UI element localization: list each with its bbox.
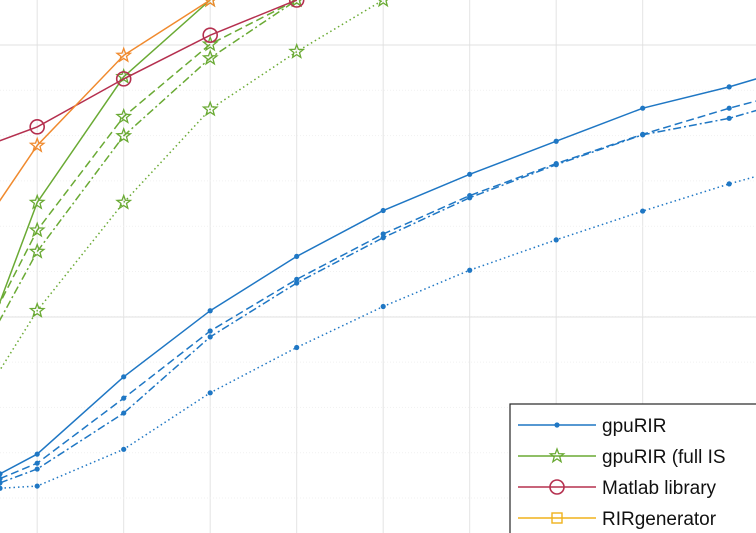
series-0 xyxy=(0,78,756,477)
legend-entry: gpuRIR xyxy=(518,416,666,437)
data-point xyxy=(467,267,473,273)
data-point xyxy=(0,480,3,486)
series-9 xyxy=(0,0,216,202)
data-point xyxy=(553,162,559,168)
data-point xyxy=(380,207,386,214)
data-point xyxy=(288,0,305,8)
data-point xyxy=(115,107,133,124)
data-point xyxy=(467,195,473,201)
data-point xyxy=(0,485,3,491)
data-point xyxy=(115,127,133,144)
data-point xyxy=(288,42,306,59)
series-8 xyxy=(0,0,305,142)
data-point xyxy=(0,476,3,482)
data-point xyxy=(115,46,133,63)
series-2 xyxy=(0,109,756,486)
legend-entries: gpuRIR gpuRIR (full IS Matlab library RIRge… xyxy=(518,416,726,530)
data-point xyxy=(28,221,46,238)
legend: gpuRIR gpuRIR (full IS Matlab library RIRge… xyxy=(509,403,756,533)
data-point xyxy=(380,303,386,310)
data-point xyxy=(201,35,219,52)
data-point xyxy=(201,100,219,117)
data-point xyxy=(28,136,46,153)
data-point xyxy=(726,181,732,187)
series-line xyxy=(0,0,298,322)
series-3 xyxy=(0,175,756,491)
data-point xyxy=(207,308,213,314)
series-line xyxy=(0,0,384,372)
series-line xyxy=(0,0,211,202)
legend-label: gpuRIR xyxy=(602,416,666,437)
series-line xyxy=(0,109,756,484)
data-point xyxy=(115,71,132,87)
data-point xyxy=(205,0,216,8)
legend-entry: Matlab library xyxy=(518,478,717,499)
data-point xyxy=(640,208,646,214)
data-point xyxy=(28,242,46,259)
data-point xyxy=(202,27,218,43)
data-point xyxy=(380,231,386,237)
data-point xyxy=(34,483,40,489)
series-line xyxy=(0,0,298,305)
data-point xyxy=(294,276,300,282)
legend-entry: RIRgenerator xyxy=(518,509,717,530)
legend-label: Matlab library xyxy=(602,478,717,499)
data-point xyxy=(467,171,473,177)
data-point xyxy=(294,253,300,259)
data-point xyxy=(115,193,133,210)
data-point xyxy=(29,119,45,135)
data-point xyxy=(28,193,46,210)
data-point xyxy=(553,138,559,144)
data-point xyxy=(121,410,127,416)
data-point xyxy=(554,422,560,428)
data-point xyxy=(121,446,127,452)
data-point xyxy=(380,235,386,241)
data-point xyxy=(207,390,213,396)
data-point xyxy=(551,512,563,524)
legend-label: gpuRIR (full IS xyxy=(602,447,726,468)
data-point xyxy=(207,328,213,334)
series-line xyxy=(0,0,297,142)
series-layer xyxy=(0,0,756,491)
data-point xyxy=(0,471,3,477)
data-point xyxy=(28,301,46,318)
data-point xyxy=(726,105,732,111)
data-point xyxy=(121,374,127,380)
data-point xyxy=(291,0,302,8)
data-point xyxy=(294,344,300,351)
legend-label: RIRgenerator xyxy=(602,509,717,530)
data-point xyxy=(548,447,566,464)
data-point xyxy=(34,466,40,472)
series-7 xyxy=(0,0,389,372)
data-point xyxy=(640,132,646,138)
series-line xyxy=(0,0,211,305)
data-point xyxy=(726,115,732,121)
data-point xyxy=(121,395,127,401)
data-point xyxy=(549,479,565,495)
data-point xyxy=(378,0,389,8)
data-point xyxy=(553,237,559,243)
data-point xyxy=(201,49,219,66)
data-point xyxy=(34,460,40,466)
data-point xyxy=(726,84,732,90)
data-point xyxy=(34,451,40,457)
data-point xyxy=(207,334,213,340)
legend-entry: gpuRIR (full IS xyxy=(518,447,726,468)
data-point xyxy=(294,280,300,286)
series-6 xyxy=(0,0,302,322)
data-point xyxy=(640,105,646,111)
